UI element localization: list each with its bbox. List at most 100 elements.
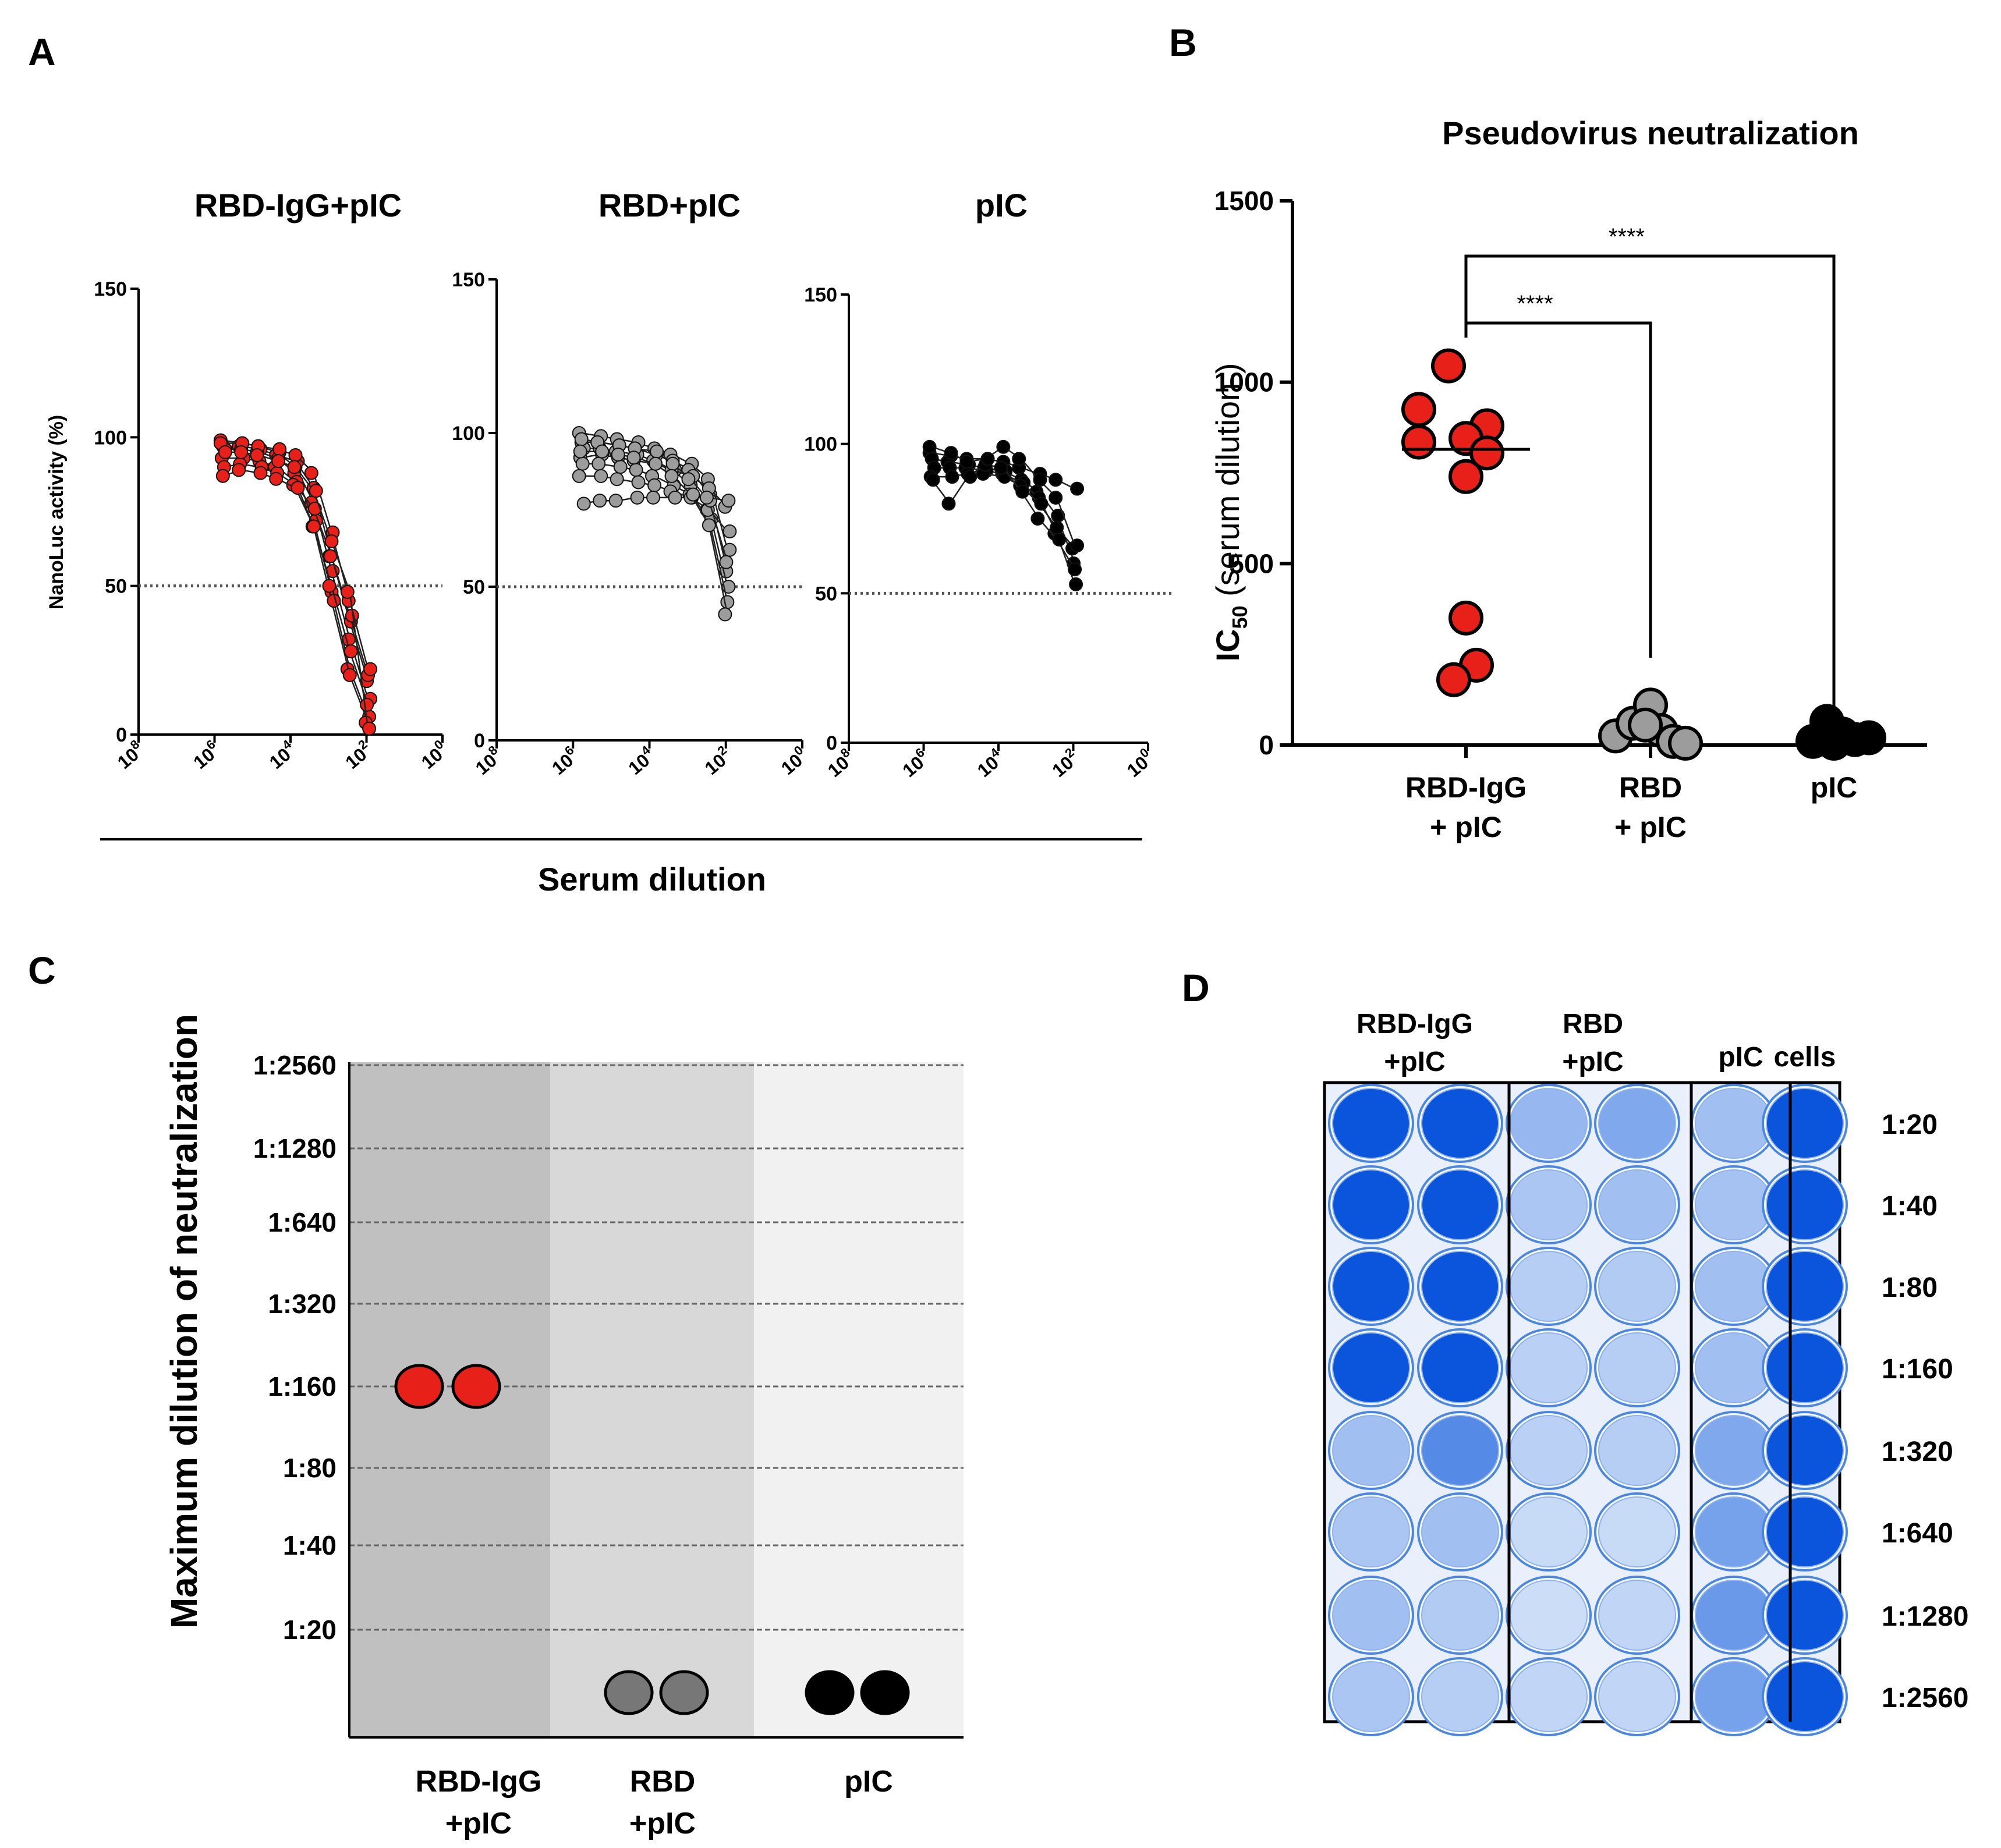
panel-b-ylabel-subscript: 50 (1228, 605, 1252, 629)
data-point (668, 490, 682, 505)
well (1695, 1088, 1773, 1159)
data-point (996, 439, 1011, 454)
well (1510, 1580, 1588, 1651)
x-tick-label: 100 (775, 743, 812, 779)
data-point (232, 463, 246, 477)
data-point (340, 584, 355, 599)
data-point (250, 448, 264, 462)
y-tick-label: 0 (474, 730, 485, 752)
panel-label-c: C (28, 949, 56, 992)
y-tick-label: 1:320 (268, 1289, 337, 1319)
data-point (306, 519, 321, 534)
data-point (805, 1670, 855, 1715)
significance-bracket (1464, 254, 1836, 722)
well (1598, 1169, 1676, 1240)
well (1421, 1169, 1499, 1240)
well (1695, 1415, 1773, 1486)
data-point (723, 524, 737, 538)
well (1598, 1088, 1676, 1159)
well (1421, 1415, 1499, 1486)
data-point (451, 1364, 501, 1409)
data-point (1033, 473, 1047, 487)
panel-b-plot-area: 0 500 1000 1500 RBD-IgG + pIC RBD + pIC pIC **** *… (1214, 186, 1927, 843)
panel-b-y-axis-label: IC50 (serum dilution ) (1209, 363, 1252, 661)
panel-d-plate-image: RBD-IgG +pIC RBD +pIC pIC cells 1:20 1:40 1:80 1:… (1323, 1009, 1968, 1736)
well (1421, 1088, 1499, 1159)
well (1598, 1415, 1676, 1486)
well (1421, 1496, 1499, 1567)
y-tick-label: 50 (815, 583, 837, 605)
data-point (309, 484, 323, 498)
category-band (349, 1062, 550, 1737)
well (1421, 1332, 1499, 1403)
category-label-line2: +pIC (629, 1807, 696, 1840)
panel-b-ic50-scatter: Pseudovirus neutralization IC50 (serum d… (1209, 115, 1927, 843)
well (1766, 1661, 1844, 1732)
data-point (646, 490, 661, 505)
data-point (719, 555, 734, 569)
data-point (234, 445, 249, 459)
well (1332, 1332, 1410, 1403)
panel-b-title: Pseudovirus neutralization (1442, 115, 1859, 151)
data-point (945, 470, 959, 484)
data-point (272, 442, 287, 456)
category-label-line1: RBD-IgG (416, 1765, 542, 1799)
y-tick-label: 50 (463, 576, 485, 598)
well (1332, 1496, 1410, 1567)
data-point (573, 444, 587, 459)
well (1695, 1332, 1773, 1403)
data-point (1052, 532, 1067, 547)
x-tick-label: 100 (1121, 745, 1157, 781)
data-point (630, 490, 644, 505)
y-tick-label: 1000 (1214, 367, 1274, 398)
column-header-line1: RBD-IgG (1357, 1009, 1473, 1040)
subplot-title: RBD+pIC (598, 187, 741, 224)
data-point (659, 1670, 709, 1715)
well (1332, 1580, 1410, 1651)
data-point (576, 496, 591, 511)
data-point (944, 446, 958, 460)
category-label-line2: + pIC (1614, 811, 1687, 843)
data-point (959, 455, 974, 469)
y-tick-label: 1:20 (283, 1615, 337, 1645)
data-point (980, 452, 995, 466)
data-point (1070, 538, 1085, 553)
data-point (291, 481, 305, 495)
data-point (963, 470, 978, 484)
data-point (574, 432, 589, 446)
category-band (754, 1062, 964, 1737)
data-point (1448, 459, 1483, 494)
panel-c-plot-area: 1:20 1:40 1:80 1:160 1:320 1:640 1:1280 1:2560 R… (253, 1050, 964, 1840)
category-label-line2: +pIC (445, 1807, 512, 1840)
data-point (324, 534, 339, 549)
x-tick-label: 104 (622, 742, 660, 779)
data-point (1401, 392, 1436, 427)
data-point (699, 490, 714, 505)
data-point (1015, 484, 1030, 499)
y-tick-label: 1:2560 (253, 1050, 337, 1080)
well (1598, 1332, 1676, 1403)
y-tick-label: 1500 (1214, 186, 1274, 216)
row-label: 1:80 (1882, 1272, 1938, 1303)
y-tick-label: 150 (452, 269, 485, 291)
row-label: 1:320 (1882, 1436, 1953, 1467)
well (1695, 1169, 1773, 1240)
data-point (610, 472, 624, 487)
data-point (287, 460, 302, 474)
well (1332, 1415, 1410, 1486)
data-point (271, 454, 286, 469)
row-label: 1:40 (1882, 1191, 1938, 1222)
data-point (1049, 491, 1063, 505)
category-label-line2: + pIC (1430, 811, 1502, 843)
data-point (307, 501, 322, 516)
y-tick-label: 100 (804, 434, 837, 456)
data-point (686, 487, 700, 502)
column-header-line2: +pIC (1384, 1047, 1445, 1077)
data-point (922, 439, 937, 454)
data-point (1851, 720, 1886, 755)
y-tick-label: 1:1280 (253, 1133, 337, 1164)
category-band (550, 1062, 754, 1737)
data-point (1012, 452, 1026, 466)
well (1598, 1580, 1676, 1651)
